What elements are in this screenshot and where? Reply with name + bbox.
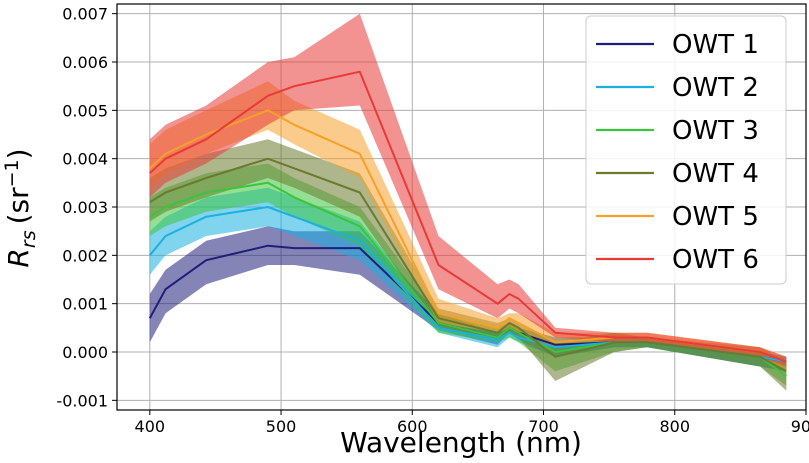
x-tick-label: 500 — [266, 417, 297, 436]
uncertainty-bands — [149, 13, 787, 391]
band-owt-4 — [149, 139, 787, 391]
band-owt-3 — [149, 163, 787, 386]
y-tick-label: 0.007 — [62, 5, 108, 24]
y-tick-label: 0.005 — [62, 101, 108, 120]
legend-label: OWT 1 — [672, 30, 759, 60]
legend-label: OWT 3 — [672, 116, 759, 146]
x-tick-label: 700 — [528, 417, 559, 436]
band-owt-1 — [149, 226, 787, 372]
y-axis-subscript: rs — [18, 230, 40, 248]
legend-label: OWT 5 — [672, 202, 759, 232]
legend-item-owt-6: OWT 6 — [596, 245, 759, 275]
y-tick-label: 0.002 — [62, 246, 108, 265]
line-owt-4 — [149, 157, 787, 373]
y-tick-label: 0.001 — [62, 295, 108, 314]
band-owt-6 — [149, 13, 787, 367]
legend-item-owt-5: OWT 5 — [596, 202, 759, 232]
y-axis-unit: (sr — [2, 187, 35, 225]
legend: OWT 1 OWT 2 OWT 3 OWT 4 OWT 5 OWT 6 — [585, 15, 787, 285]
legend-label: OWT 4 — [672, 159, 759, 189]
y-axis-exponent: −1 — [1, 159, 23, 187]
y-axis-unit-close: ) — [2, 148, 35, 159]
x-tick-label: 400 — [135, 417, 166, 436]
legend-item-owt-4: OWT 4 — [596, 159, 759, 189]
legend-item-owt-1: OWT 1 — [596, 30, 759, 60]
y-tick-label: 0.006 — [62, 53, 108, 72]
x-axis-ticks: 400 500 600 700 800 900 — [135, 410, 809, 436]
y-axis-title: Rrs (sr−1) — [1, 148, 40, 267]
y-tick-label: 0.000 — [62, 343, 108, 362]
y-axis-symbol: R — [2, 248, 35, 267]
y-tick-label: 0.003 — [62, 198, 108, 217]
x-tick-label: 900 — [791, 417, 809, 436]
legend-item-owt-3: OWT 3 — [596, 116, 759, 146]
line-owt-6 — [149, 70, 787, 363]
band-owt-2 — [149, 187, 787, 372]
legend-label: OWT 6 — [672, 245, 759, 275]
y-axis-ticks: -0.001 0.000 0.001 0.002 0.003 0.004 0.005 0.00… — [56, 5, 117, 410]
y-tick-label: -0.001 — [56, 391, 108, 410]
series-lines — [148, 70, 787, 378]
x-tick-label: 800 — [659, 417, 690, 436]
x-axis-title: Wavelength (nm) — [340, 426, 582, 459]
legend-item-owt-2: OWT 2 — [596, 73, 759, 103]
x-tick-label: 600 — [397, 417, 428, 436]
y-tick-label: 0.004 — [62, 150, 108, 169]
legend-label: OWT 2 — [672, 73, 759, 103]
